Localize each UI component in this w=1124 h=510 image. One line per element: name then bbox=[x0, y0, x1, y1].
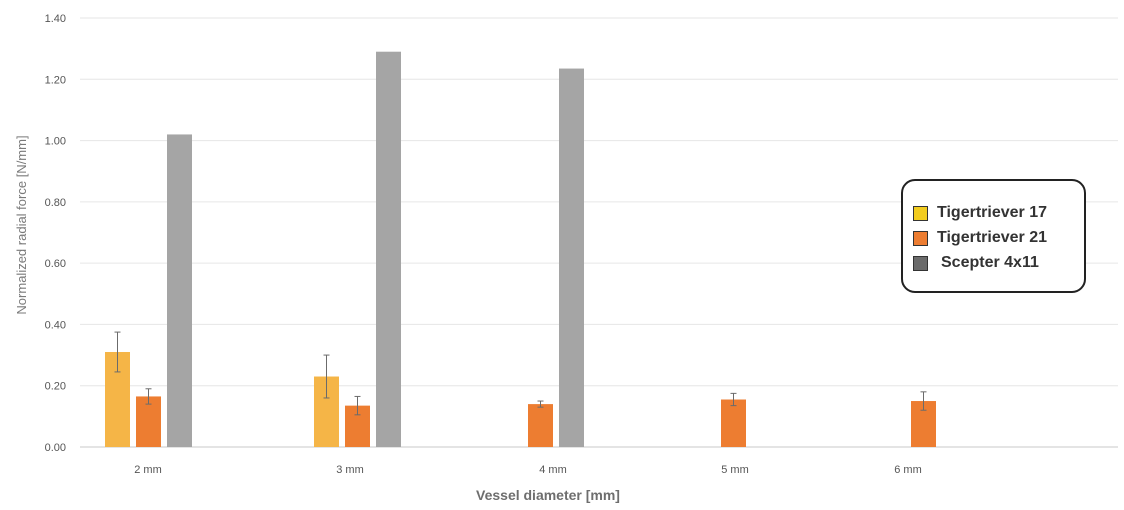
legend-label: Tigertriever 21 bbox=[937, 229, 1047, 246]
y-tick-label: 1.20 bbox=[45, 74, 66, 86]
bar-scepter-4x11 bbox=[559, 68, 584, 447]
y-tick-label: 0.20 bbox=[45, 381, 66, 393]
legend-swatch bbox=[913, 230, 928, 246]
y-axis-label: Normalized radial force [N/mm] bbox=[14, 135, 29, 314]
y-tick-labels: 0.00 0.20 0.40 0.60 0.80 1.00 1.20 1.40 bbox=[45, 13, 66, 454]
y-tick-label: 0.60 bbox=[45, 258, 66, 270]
bar-scepter-4x11 bbox=[167, 134, 192, 447]
legend-item-tigertriever-17: Tigertriever 17 bbox=[913, 201, 1047, 225]
bar-tigertriever-21 bbox=[528, 404, 553, 447]
y-tick-label: 0.80 bbox=[45, 197, 66, 209]
error-bars bbox=[114, 331, 927, 416]
legend-item-tigertriever-21: Tigertriever 21 bbox=[913, 226, 1047, 250]
x-tick-label: 5 mm bbox=[721, 464, 749, 476]
y-tick-label: 0.40 bbox=[45, 319, 66, 331]
y-tick-label: 1.00 bbox=[45, 136, 66, 148]
x-tick-labels: 2 mm 3 mm 4 mm 5 mm 6 mm bbox=[134, 464, 922, 476]
y-tick-label: 1.40 bbox=[45, 13, 66, 25]
legend-swatch bbox=[913, 255, 928, 271]
legend-item-scepter-4x11: Scepter 4x11 bbox=[913, 251, 1039, 275]
bar-scepter-4x11 bbox=[376, 51, 401, 447]
bar-tigertriever-21 bbox=[136, 396, 161, 447]
x-tick-label: 3 mm bbox=[336, 464, 364, 476]
legend-label: Scepter 4x11 bbox=[941, 254, 1039, 271]
bars bbox=[105, 51, 936, 447]
x-axis-label: Vessel diameter [mm] bbox=[476, 487, 620, 503]
x-tick-label: 2 mm bbox=[134, 464, 162, 476]
x-tick-label: 4 mm bbox=[539, 464, 567, 476]
y-tick-label: 0.00 bbox=[45, 442, 66, 454]
x-tick-label: 6 mm bbox=[894, 464, 922, 476]
legend-swatch bbox=[913, 205, 928, 221]
legend: Tigertriever 17 Tigertriever 21 Scepter … bbox=[901, 179, 1086, 293]
gridlines bbox=[80, 17, 1118, 448]
legend-label: Tigertriever 17 bbox=[937, 204, 1047, 221]
bar-tigertriever-21 bbox=[721, 399, 746, 447]
